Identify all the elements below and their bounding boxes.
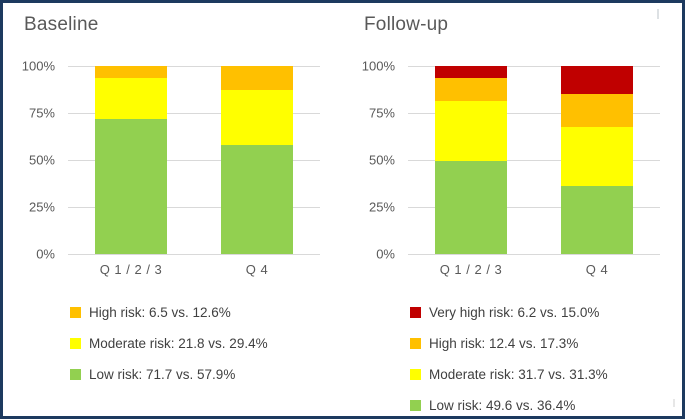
legend-label: Low risk: 49.6 vs. 36.4% bbox=[429, 397, 576, 413]
faint-edge-artifact bbox=[657, 9, 659, 19]
x-category-label: Q 4 bbox=[245, 262, 269, 277]
gridline bbox=[68, 66, 320, 67]
gridline bbox=[408, 66, 660, 67]
y-tick-label: 75% bbox=[28, 105, 55, 121]
legend-label: High risk: 12.4 vs. 17.3% bbox=[429, 335, 579, 351]
chart-title-follow-up: Follow-up bbox=[364, 14, 449, 35]
bar-segment-high-risk bbox=[94, 66, 168, 79]
gridline bbox=[68, 207, 320, 208]
bar-segment-low-risk bbox=[220, 145, 294, 254]
y-tick-label: 100% bbox=[21, 58, 55, 74]
bar-segment-low-risk bbox=[94, 119, 168, 254]
bar-segment-very-high-risk bbox=[434, 66, 508, 78]
legend-item: High risk: 12.4 vs. 17.3% bbox=[410, 335, 608, 351]
plot-area bbox=[68, 66, 320, 255]
bar-segment-moderate-risk bbox=[560, 126, 634, 186]
legend-item: Low risk: 71.7 vs. 57.9% bbox=[70, 366, 268, 382]
chart-title-baseline: Baseline bbox=[24, 14, 99, 35]
bar-column bbox=[560, 66, 634, 254]
bar-segment-moderate-risk bbox=[94, 78, 168, 120]
y-tick-label: 25% bbox=[368, 199, 395, 215]
gridline bbox=[68, 160, 320, 161]
y-tick-label: 50% bbox=[368, 152, 395, 168]
y-axis: 100% 75% 50% 25% 0% bbox=[343, 59, 399, 262]
legend-item: Moderate risk: 21.8 vs. 29.4% bbox=[70, 335, 268, 351]
x-category-label: Q 4 bbox=[585, 262, 609, 277]
legend: High risk: 6.5 vs. 12.6% Moderate risk: 2… bbox=[70, 305, 268, 398]
bar-segment-very-high-risk bbox=[560, 66, 634, 95]
x-category-label: Q 1 / 2 / 3 bbox=[99, 262, 163, 277]
y-tick-label: 25% bbox=[28, 199, 55, 215]
legend-label: Low risk: 71.7 vs. 57.9% bbox=[89, 366, 236, 382]
legend-swatch bbox=[410, 399, 421, 411]
legend-swatch bbox=[70, 306, 81, 318]
gridline bbox=[68, 254, 320, 255]
legend-item: Very high risk: 6.2 vs. 15.0% bbox=[410, 304, 608, 320]
legend-item: Moderate risk: 31.7 vs. 31.3% bbox=[410, 366, 608, 382]
legend-item: High risk: 6.5 vs. 12.6% bbox=[70, 304, 268, 320]
legend-label: Moderate risk: 21.8 vs. 29.4% bbox=[89, 335, 268, 351]
gridline bbox=[408, 160, 660, 161]
y-tick-label: 100% bbox=[361, 58, 395, 74]
follow-up-chart-panel: Follow-up 100% 75% 50% 25% 0% Q 1 / 2 / 3 Q 4… bbox=[343, 3, 682, 416]
x-category-label: Q 1 / 2 / 3 bbox=[439, 262, 503, 277]
bar-column bbox=[94, 66, 168, 254]
bar-column bbox=[434, 66, 508, 254]
y-axis: 100% 75% 50% 25% 0% bbox=[3, 59, 59, 262]
x-axis: Q 1 / 2 / 3 Q 4 bbox=[408, 262, 660, 277]
plot-area bbox=[408, 66, 660, 255]
gridline bbox=[408, 113, 660, 114]
bar-segment-low-risk bbox=[434, 160, 508, 254]
bar-segment-moderate-risk bbox=[434, 101, 508, 161]
legend-swatch bbox=[70, 368, 81, 380]
bar-column bbox=[220, 66, 294, 254]
bar-segment-low-risk bbox=[560, 185, 634, 254]
y-tick-label: 0% bbox=[376, 246, 395, 262]
gridline bbox=[408, 254, 660, 255]
gridline bbox=[408, 207, 660, 208]
y-tick-label: 0% bbox=[36, 246, 55, 262]
legend-swatch bbox=[410, 368, 421, 380]
faint-edge-artifact bbox=[673, 399, 675, 407]
legend-swatch bbox=[70, 337, 81, 349]
legend: Very high risk: 6.2 vs. 15.0% High risk: … bbox=[410, 304, 608, 416]
bar-segment-moderate-risk bbox=[220, 89, 294, 146]
gridline bbox=[68, 113, 320, 114]
y-tick-label: 75% bbox=[368, 105, 395, 121]
bar-segment-high-risk bbox=[220, 66, 294, 90]
legend-label: Moderate risk: 31.7 vs. 31.3% bbox=[429, 366, 608, 382]
legend-swatch bbox=[410, 337, 421, 349]
legend-label: High risk: 6.5 vs. 12.6% bbox=[89, 304, 231, 320]
legend-label: Very high risk: 6.2 vs. 15.0% bbox=[429, 304, 600, 320]
x-axis: Q 1 / 2 / 3 Q 4 bbox=[68, 262, 320, 277]
legend-swatch bbox=[410, 306, 421, 318]
y-tick-label: 50% bbox=[28, 152, 55, 168]
legend-item: Low risk: 49.6 vs. 36.4% bbox=[410, 397, 608, 413]
bar-segment-high-risk bbox=[434, 77, 508, 102]
bar-segment-high-risk bbox=[560, 94, 634, 127]
